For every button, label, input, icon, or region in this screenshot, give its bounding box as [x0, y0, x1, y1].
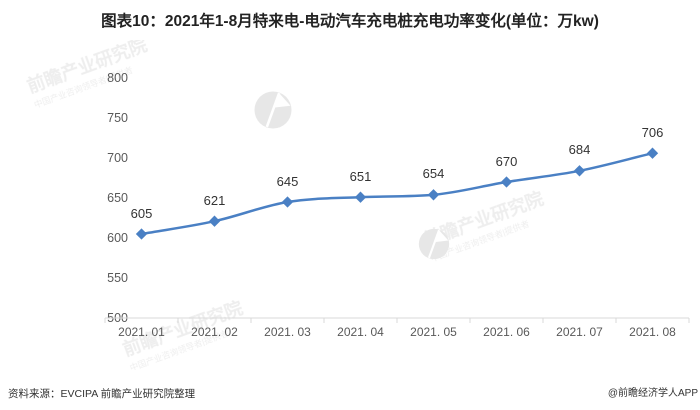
svg-text:650: 650 — [107, 191, 128, 205]
svg-text:800: 800 — [107, 71, 128, 85]
svg-text:621: 621 — [204, 193, 226, 208]
svg-text:654: 654 — [423, 166, 445, 181]
svg-text:706: 706 — [642, 125, 664, 140]
svg-text:600: 600 — [107, 231, 128, 245]
svg-text:2021. 05: 2021. 05 — [410, 325, 457, 339]
svg-text:2021. 04: 2021. 04 — [337, 325, 384, 339]
svg-text:2021. 07: 2021. 07 — [556, 325, 603, 339]
svg-text:684: 684 — [569, 142, 591, 157]
svg-text:550: 550 — [107, 271, 128, 285]
svg-text:2021. 01: 2021. 01 — [118, 325, 165, 339]
svg-text:2021. 03: 2021. 03 — [264, 325, 311, 339]
svg-text:2021. 06: 2021. 06 — [483, 325, 530, 339]
svg-text:651: 651 — [350, 169, 372, 184]
svg-text:700: 700 — [107, 151, 128, 165]
svg-text:645: 645 — [277, 174, 299, 189]
svg-text:2021. 02: 2021. 02 — [191, 325, 238, 339]
svg-text:605: 605 — [131, 206, 153, 221]
svg-text:670: 670 — [496, 154, 518, 169]
svg-text:2021. 08: 2021. 08 — [629, 325, 676, 339]
svg-text:750: 750 — [107, 111, 128, 125]
